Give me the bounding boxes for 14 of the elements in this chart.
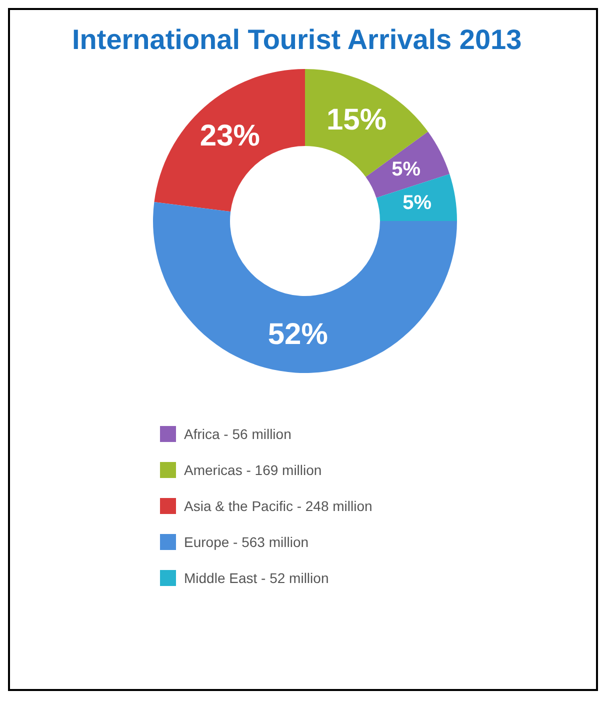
data-label: 23%: [200, 119, 260, 152]
data-label: 5%: [392, 158, 421, 180]
legend-label: Europe - 563 million: [184, 534, 309, 550]
legend-label: Americas - 169 million: [184, 462, 322, 478]
donut-slice: [305, 69, 428, 177]
legend-label: Africa - 56 million: [184, 426, 292, 442]
donut-slice: [376, 174, 457, 221]
legend-label: Middle East - 52 million: [184, 570, 329, 586]
data-label: 52%: [268, 318, 328, 351]
chart-title: International Tourist Arrivals 2013: [71, 23, 523, 56]
legend-label: Asia & the Pacific - 248 million: [184, 498, 372, 514]
data-label: 5%: [402, 192, 432, 214]
donut-slice: [154, 69, 305, 212]
data-label: 15%: [326, 103, 387, 136]
